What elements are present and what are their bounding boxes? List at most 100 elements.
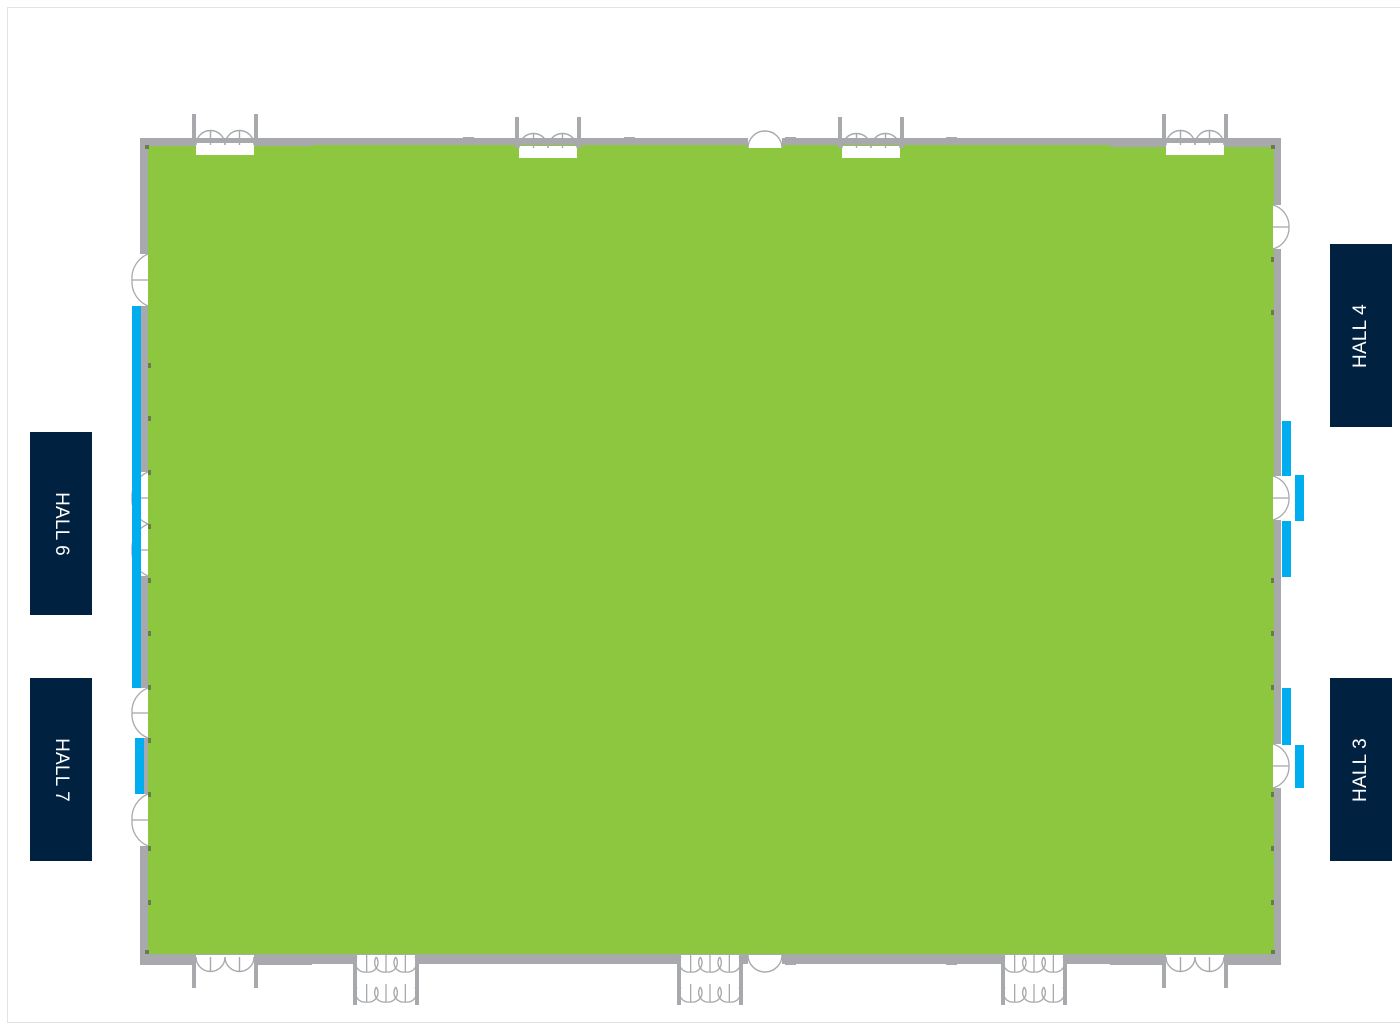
door-bottom-post: [192, 957, 196, 988]
door-top-arc: [1194, 129, 1210, 146]
door-bottom-double-arc: [698, 986, 711, 1003]
door-bottom-double-arc: [1041, 956, 1054, 973]
door-top-arc: [562, 132, 578, 149]
door-top-post: [900, 117, 904, 148]
wall-mark-left: [148, 900, 151, 905]
connector-bar-right: [1282, 688, 1291, 745]
door-bottom-arc: [1165, 956, 1181, 973]
wall-mark-left: [148, 524, 151, 529]
door-bottom-double-arc: [393, 956, 406, 973]
door-top-arc: [870, 132, 886, 149]
wall-stub-top: [785, 137, 796, 145]
door-top-arc: [224, 129, 240, 146]
door-top-post: [1162, 114, 1166, 145]
door-bottom-arc: [239, 956, 255, 973]
door-bottom-small-gap: [748, 955, 782, 973]
door-bottom-double-arc: [1022, 986, 1035, 1003]
door-top-gap: [519, 146, 577, 158]
door-top-post: [515, 117, 519, 148]
door-top-arc: [1209, 129, 1225, 146]
door-top-arc: [547, 132, 563, 149]
door-top-small-arc: [747, 130, 766, 149]
door-bottom-post: [1162, 957, 1166, 988]
door-bottom-double-post: [739, 955, 743, 1005]
wall-mark-right: [1271, 685, 1274, 690]
door-bottom-arc: [195, 956, 211, 973]
door-bottom-double-arc: [678, 986, 691, 1003]
door-bottom-double-arc: [717, 986, 730, 1003]
wall-mark-left: [148, 631, 151, 636]
wall-mark-right: [1271, 310, 1274, 315]
wall-mark-left: [148, 846, 151, 851]
wall-mark-corner: [1271, 145, 1275, 149]
connector-bar-right: [1282, 421, 1291, 476]
door-bottom-double-arc: [729, 986, 742, 1003]
hall-3-block[interactable]: HALL 3: [1330, 678, 1392, 861]
door-left-arc: [131, 279, 149, 307]
door-top-arc: [841, 132, 857, 149]
door-top-arc: [885, 132, 901, 149]
wall-mark-corner: [145, 950, 149, 954]
door-bottom-small-arc: [764, 954, 783, 973]
door-right-arc: [1272, 475, 1290, 499]
door-bottom-arc: [1194, 956, 1210, 973]
door-bottom-double-arc: [1041, 986, 1054, 1003]
wall-stub-top: [946, 137, 957, 145]
wall-mark-corner: [145, 145, 149, 149]
door-right-arc: [1272, 226, 1290, 250]
door-bottom-double-arc: [354, 956, 367, 973]
door-bottom-double-arc: [678, 956, 691, 973]
wall-mark-right: [1271, 900, 1274, 905]
door-bottom-small-arc: [747, 954, 766, 973]
door-bottom-post: [1224, 957, 1228, 988]
door-top-arc: [1165, 129, 1181, 146]
door-bottom-double-arc: [1002, 956, 1015, 973]
door-bottom-double-arc: [729, 956, 742, 973]
wall-mark-right: [1271, 257, 1274, 262]
door-bottom-double-arc: [1022, 956, 1035, 973]
door-top-gap: [842, 146, 900, 158]
door-top-post: [1224, 114, 1228, 145]
connector-bar-left: [135, 738, 144, 794]
door-bottom-double-arc: [1053, 956, 1066, 973]
door-bottom-post: [254, 957, 258, 988]
wall-stub-bottom: [946, 956, 957, 965]
connector-bar-right: [1295, 745, 1304, 788]
wall-mark-left: [148, 416, 151, 421]
door-top-small-arc: [764, 130, 783, 149]
door-bottom-double-arc: [374, 986, 387, 1003]
wall-stub-top: [624, 137, 635, 145]
door-right-arc: [1272, 743, 1290, 767]
door-top-arc: [239, 129, 255, 146]
hall-7-label: HALL 7: [51, 737, 72, 802]
wall-mark-right: [1271, 792, 1274, 797]
wall-mark-left: [148, 363, 151, 368]
connector-bar-right: [1295, 475, 1304, 521]
door-bottom-double-post: [1001, 955, 1005, 1005]
door-top-gap: [196, 143, 254, 155]
wall-stub-bottom: [785, 956, 796, 965]
wall-mark-left: [148, 685, 151, 690]
door-bottom-double-arc: [374, 956, 387, 973]
door-bottom-double-arc: [405, 956, 418, 973]
hall-6-block[interactable]: HALL 6: [30, 432, 92, 615]
hall-6-label: HALL 6: [51, 491, 72, 556]
door-left-arc: [131, 253, 149, 281]
wall-stub-top: [463, 137, 474, 145]
door-top-gap: [1166, 143, 1224, 155]
wall-mark-left: [148, 738, 151, 743]
door-left-arc: [131, 712, 149, 739]
door-top-post: [192, 114, 196, 145]
hall-7-block[interactable]: HALL 7: [30, 678, 92, 861]
door-bottom-double-arc: [393, 986, 406, 1003]
hall-4-block[interactable]: HALL 4: [1330, 244, 1392, 427]
door-bottom-double-arc: [717, 956, 730, 973]
door-top-arc: [518, 132, 534, 149]
wall-mark-left: [148, 470, 151, 475]
wall-mark-corner: [1271, 950, 1275, 954]
hall-4-label: HALL 4: [1350, 303, 1371, 368]
door-bottom-double-post: [1063, 955, 1067, 1005]
door-bottom-double-arc: [405, 986, 418, 1003]
door-right-arc: [1272, 497, 1290, 521]
door-bottom-double-arc: [1002, 986, 1015, 1003]
